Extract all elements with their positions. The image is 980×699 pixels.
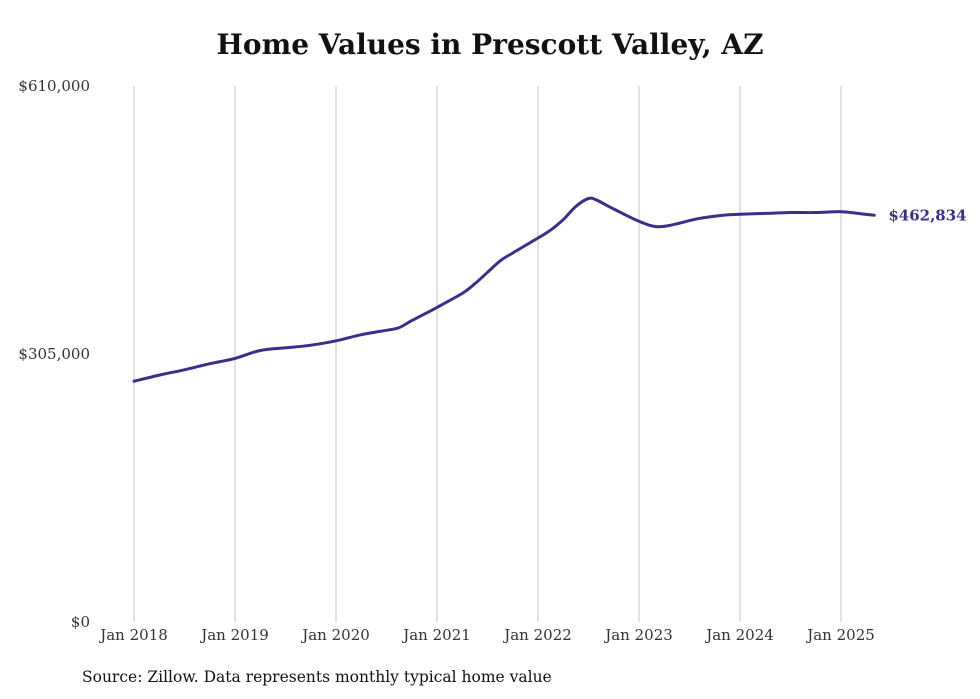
y-tick-label: $0 (71, 613, 90, 631)
x-tick-label: Jan 2024 (704, 626, 774, 644)
x-tick-label: Jan 2025 (805, 626, 875, 644)
x-tick-label: Jan 2021 (401, 626, 471, 644)
x-tick-label: Jan 2020 (300, 626, 370, 644)
x-tick-label: Jan 2022 (502, 626, 572, 644)
home-value-line (132, 196, 876, 383)
y-tick-label: $610,000 (18, 77, 90, 95)
x-tick-label: Jan 2023 (603, 626, 673, 644)
chart-title: Home Values in Prescott Valley, AZ (216, 28, 764, 61)
y-axis-ticks: $0 $305,000 $610,000 (18, 77, 90, 631)
x-tick-label: Jan 2019 (199, 626, 269, 644)
end-value-label: $462,834 (888, 206, 966, 224)
chart-source-note: Source: Zillow. Data represents monthly … (82, 668, 552, 686)
y-tick-label: $305,000 (18, 345, 90, 363)
x-tick-label: Jan 2018 (98, 626, 168, 644)
x-axis-ticks: Jan 2018 Jan 2019 Jan 2020 Jan 2021 Jan 2022… (98, 626, 875, 644)
grid-lines (133, 86, 842, 622)
